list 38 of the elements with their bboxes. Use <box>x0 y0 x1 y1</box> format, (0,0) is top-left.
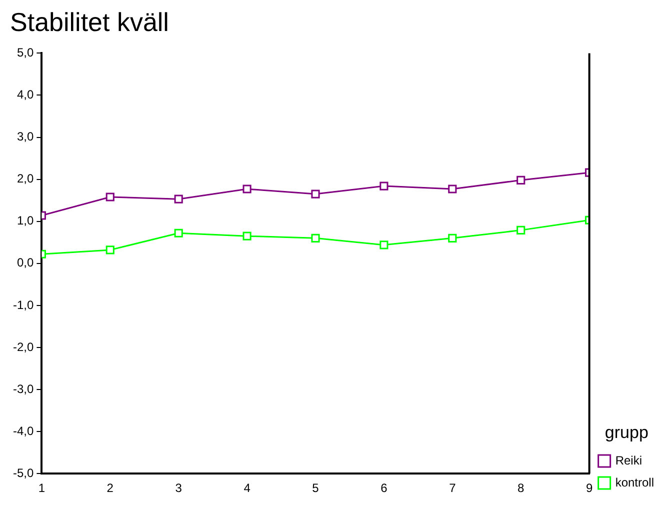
chart-title: Stabilitet kväll <box>10 6 169 37</box>
legend-label: Reiki <box>615 453 642 468</box>
legend-label: kontroll <box>615 475 654 490</box>
y-tick-label: -3,0 <box>12 382 34 396</box>
point <box>106 246 114 254</box>
x-tick-label: 5 <box>312 481 320 496</box>
y-tick-label: 3,0 <box>16 130 34 144</box>
point <box>448 234 457 242</box>
point <box>242 232 252 240</box>
point <box>516 226 526 234</box>
y-tick-label: 4,0 <box>16 88 34 102</box>
y-tick-label: 5,0 <box>16 46 34 60</box>
point <box>242 184 252 194</box>
y-tick-label: -2,0 <box>12 340 34 354</box>
y-tick-label: 1,0 <box>16 214 34 228</box>
point <box>311 190 320 198</box>
x-tick-label: 2 <box>106 481 114 496</box>
x-tick-label: 3 <box>175 481 182 496</box>
legend-title: grupp <box>604 422 648 442</box>
point <box>380 182 388 190</box>
y-tick-label: -5,0 <box>12 466 34 480</box>
point <box>106 192 114 202</box>
y-tick-label: -1,0 <box>12 298 34 312</box>
point <box>311 234 320 242</box>
x-tick-label: 6 <box>380 481 388 496</box>
y-tick-label: 0,0 <box>16 256 34 270</box>
point <box>174 228 183 238</box>
point <box>516 176 526 184</box>
x-tick-label: 8 <box>518 481 525 496</box>
x-tick-label: 4 <box>244 481 251 496</box>
x-tick-label: 7 <box>449 481 456 496</box>
y-tick-label: 2,0 <box>16 172 34 186</box>
y-tick-label: -4,0 <box>12 424 34 438</box>
point <box>380 240 388 250</box>
point <box>448 184 457 194</box>
x-tick-label: 1 <box>38 481 46 496</box>
point <box>174 194 183 204</box>
x-tick-label: 9 <box>586 481 593 496</box>
